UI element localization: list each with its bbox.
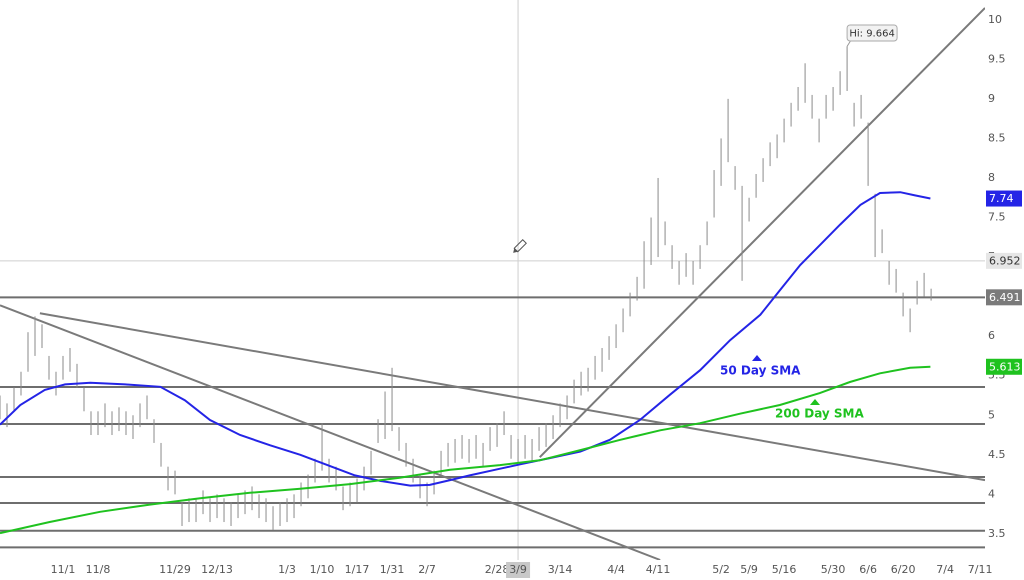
- x-tick-label: 5/2: [712, 563, 730, 576]
- x-tick-highlight: [506, 562, 531, 578]
- x-tick-label: 11/8: [86, 563, 111, 576]
- trendline: [539, 7, 986, 458]
- crosshair-value-label-box: [986, 252, 1022, 269]
- annotation-text: Hi: 9.664: [849, 29, 894, 40]
- y-tick-label: 4: [988, 487, 995, 500]
- x-tick-label: 4/4: [607, 563, 625, 576]
- y-tick-label: 8: [988, 171, 995, 184]
- sma200-label: 200 Day SMA: [775, 407, 865, 421]
- sma50-marker: [752, 355, 762, 361]
- x-tick-label: 6/6: [859, 563, 877, 576]
- x-tick-label: 1/17: [345, 563, 370, 576]
- x-tick-label: 7/11: [968, 563, 993, 576]
- sma50-label: 50 Day SMA: [720, 364, 801, 378]
- y-tick-label: 9: [988, 92, 995, 105]
- trendline: [39, 312, 986, 482]
- y-tick-label: 7.5: [988, 211, 1006, 224]
- y-tick-label: 3.5: [988, 527, 1006, 540]
- y-tick-label: 10: [988, 13, 1002, 26]
- x-tick-label: 5/16: [772, 563, 797, 576]
- x-tick-label: 7/4: [936, 563, 954, 576]
- y-tick-label: 6: [988, 329, 995, 342]
- annotation-box: [846, 24, 898, 42]
- sma200-value-label-box: [986, 358, 1022, 375]
- x-axis-background: [0, 560, 985, 580]
- trendline: [0, 304, 661, 561]
- sma-line: [0, 365, 931, 535]
- y-tick-label: 5: [988, 408, 995, 421]
- x-tick-label: 1/3: [278, 563, 296, 576]
- y-tick-label: 4.5: [988, 448, 1006, 461]
- y-tick-label: 8.5: [988, 131, 1006, 144]
- sma50-value-label-box: [986, 190, 1022, 207]
- x-tick-label: 2/28: [485, 563, 510, 576]
- x-tick-label: 2/7: [418, 563, 436, 576]
- sma-line: [0, 191, 931, 487]
- support-value-label: 6.491: [989, 291, 1021, 304]
- sma50-value-label: 7.74: [989, 192, 1014, 205]
- x-tick-label: 1/31: [380, 563, 405, 576]
- x-tick-label: 5/9: [740, 563, 758, 576]
- x-tick-label: 11/1: [51, 563, 76, 576]
- crosshair-value-label: 6.952: [989, 254, 1021, 267]
- pencil-icon: [513, 239, 527, 253]
- plot-area: Hi: 9.664: [0, 0, 986, 561]
- x-tick-label: 3/14: [548, 563, 573, 576]
- y-tick-label: 9.5: [988, 52, 1006, 65]
- x-tick-label: 11/29: [159, 563, 191, 576]
- x-tick-label: 12/13: [201, 563, 233, 576]
- sma200-value-label: 5.613: [989, 360, 1021, 373]
- x-tick-label: 6/20: [891, 563, 916, 576]
- support-value-label-box: [986, 289, 1022, 306]
- x-tick-label: 1/10: [310, 563, 335, 576]
- sma200-marker: [810, 399, 820, 405]
- x-tick-label: 5/30: [821, 563, 846, 576]
- x-tick-label: 3/9: [509, 563, 527, 576]
- x-tick-label: 4/11: [646, 563, 671, 576]
